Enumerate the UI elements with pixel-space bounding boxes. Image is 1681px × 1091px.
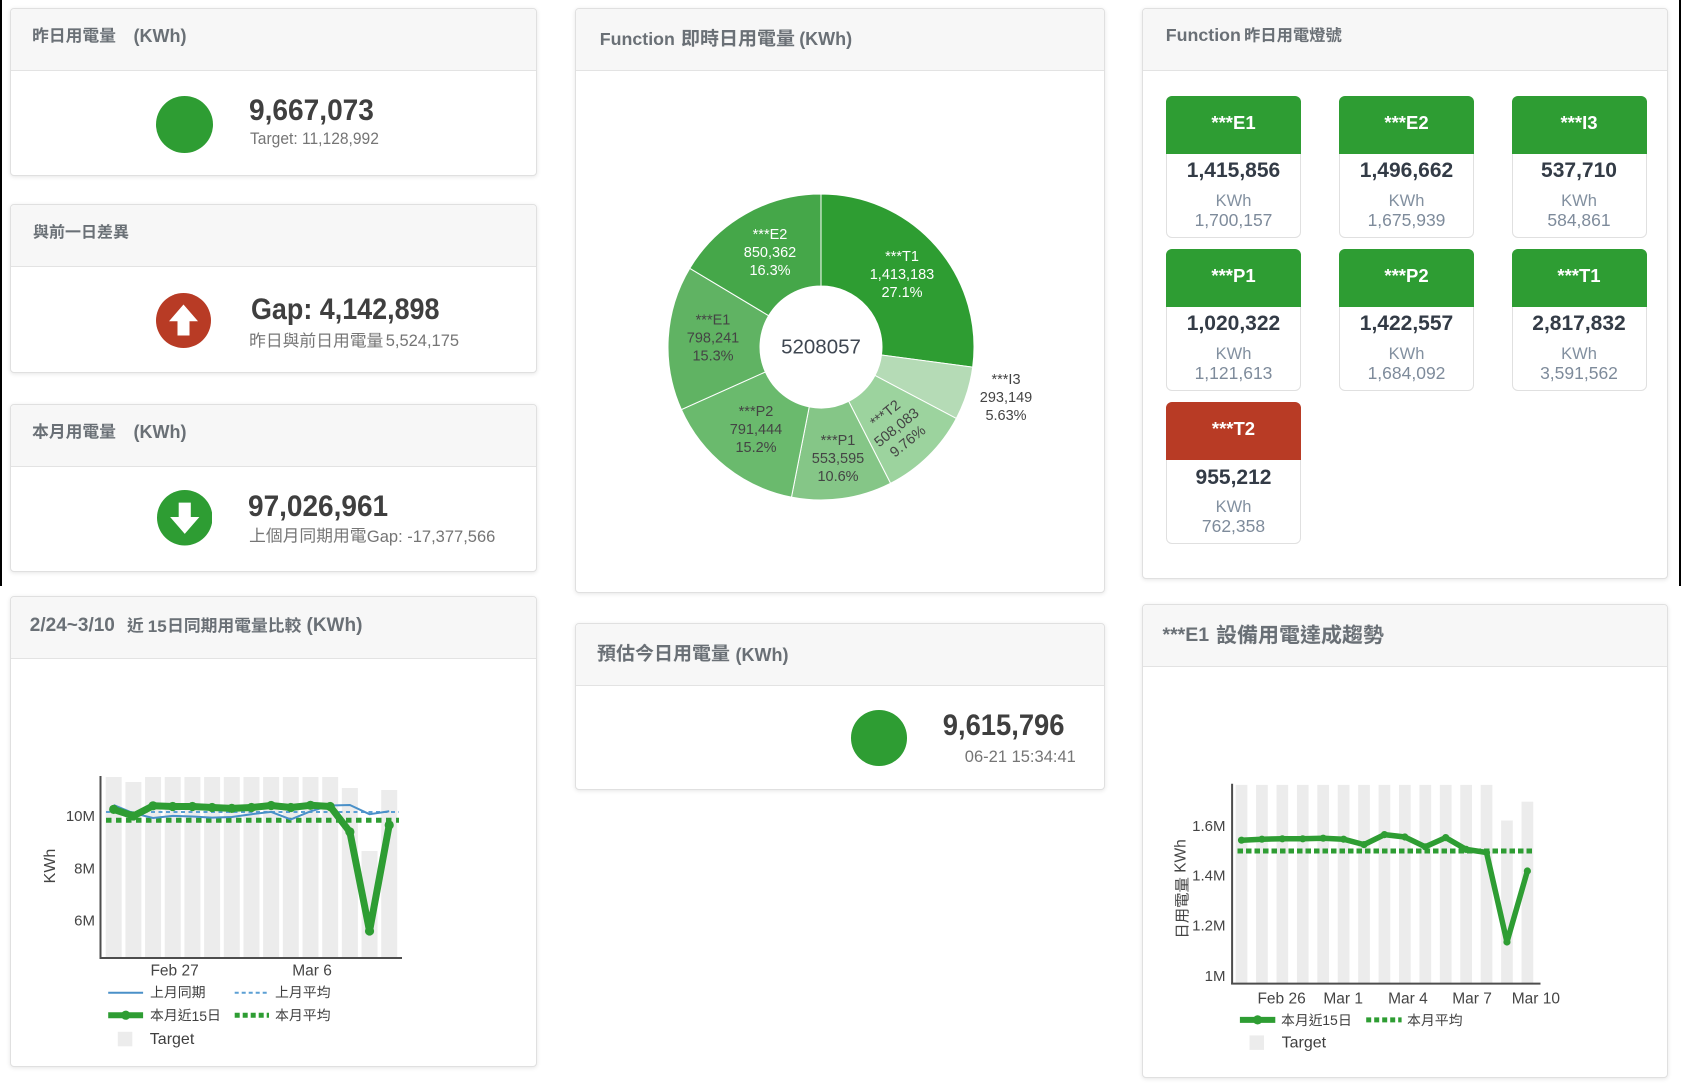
svg-text:Mar 7: Mar 7 bbox=[1452, 991, 1492, 1008]
svg-text:***T1: ***T1 bbox=[885, 249, 919, 265]
svg-text:8M: 8M bbox=[74, 860, 95, 877]
svg-text:Feb 27: Feb 27 bbox=[150, 963, 198, 980]
svg-text:850,362: 850,362 bbox=[744, 245, 796, 261]
svg-text:10.6%: 10.6% bbox=[817, 469, 858, 485]
svg-text:Target: Target bbox=[150, 1031, 195, 1048]
svg-text:***P2: ***P2 bbox=[739, 404, 774, 420]
svg-text:6M: 6M bbox=[74, 913, 95, 930]
svg-text:Mar 6: Mar 6 bbox=[292, 963, 332, 980]
svg-text:Mar 10: Mar 10 bbox=[1511, 991, 1560, 1008]
svg-text:16.3%: 16.3% bbox=[749, 263, 790, 279]
svg-text:Target: Target bbox=[1281, 1035, 1326, 1052]
svg-text:***P1: ***P1 bbox=[821, 433, 856, 449]
svg-text:15.3%: 15.3% bbox=[692, 348, 733, 364]
svg-text:10M: 10M bbox=[66, 808, 95, 825]
svg-text:1M: 1M bbox=[1204, 968, 1225, 985]
svg-text:791,444: 791,444 bbox=[730, 422, 782, 438]
svg-text:27.1%: 27.1% bbox=[881, 285, 922, 301]
svg-text:Feb 26: Feb 26 bbox=[1257, 991, 1305, 1008]
svg-text:***I3: ***I3 bbox=[991, 372, 1020, 388]
svg-text:1.4M: 1.4M bbox=[1192, 868, 1225, 885]
svg-text:KWh: KWh bbox=[42, 849, 59, 884]
svg-text:553,595: 553,595 bbox=[812, 451, 864, 467]
svg-text:Mar 4: Mar 4 bbox=[1388, 991, 1428, 1008]
svg-text:15.2%: 15.2% bbox=[735, 440, 776, 456]
svg-text:5.63%: 5.63% bbox=[985, 408, 1026, 424]
svg-text:1.6M: 1.6M bbox=[1192, 818, 1225, 835]
svg-text:***E2: ***E2 bbox=[753, 227, 788, 243]
svg-text:***E1: ***E1 bbox=[696, 313, 731, 329]
svg-text:Mar 1: Mar 1 bbox=[1323, 991, 1363, 1008]
svg-text:1.2M: 1.2M bbox=[1192, 917, 1225, 934]
svg-text:798,241: 798,241 bbox=[687, 331, 739, 347]
svg-text:5208057: 5208057 bbox=[781, 336, 861, 359]
svg-text:1,413,183: 1,413,183 bbox=[870, 267, 935, 283]
svg-text:293,149: 293,149 bbox=[980, 390, 1032, 406]
